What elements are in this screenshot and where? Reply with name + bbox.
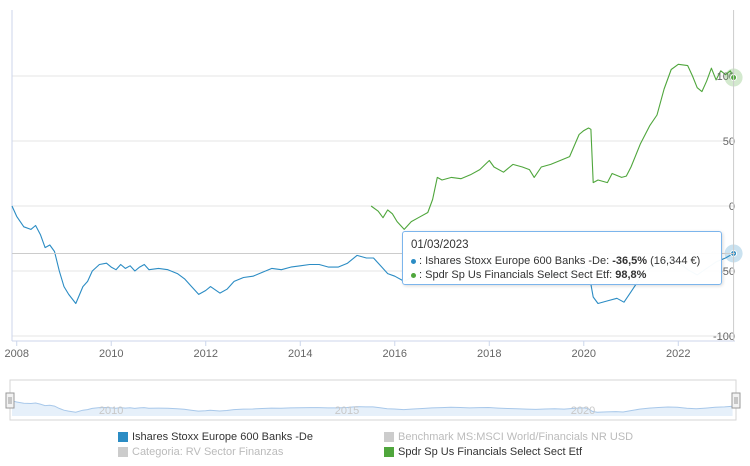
legend-label: Benchmark MS:MSCI World/Financials NR US…	[398, 431, 634, 443]
navigator-tick-label: 2010	[99, 405, 123, 417]
y-tick-label: -100	[713, 331, 735, 343]
tooltip-series-value: -36,5%	[612, 255, 648, 267]
x-axis: 2008 2010 2012 2014 2016 2018 2020 2022	[4, 341, 691, 360]
series-line-spdr	[370, 63, 735, 230]
navigator-area	[12, 400, 733, 416]
hover-markers	[12, 10, 743, 341]
x-tick-label: 2014	[288, 348, 312, 360]
navigator[interactable]: 2010 2015 2020	[5, 379, 741, 421]
tooltip-row-ishares: : Ishares Stoxx Europe 600 Banks -De: -3…	[411, 254, 713, 268]
y-tick-label: 50	[723, 136, 735, 148]
tooltip-date: 01/03/2023	[411, 239, 469, 251]
x-tick-label: 2022	[666, 348, 690, 360]
legend-swatch	[118, 447, 128, 457]
tooltip-series-name: : Spdr Sp Us Financials Select Sect Etf:	[419, 269, 616, 281]
legend-label: Spdr Sp Us Financials Select Sect Etf	[398, 446, 583, 458]
y-tick-label: 0	[729, 201, 735, 213]
series-line-ishares	[11, 205, 734, 305]
series-dot-icon	[411, 258, 416, 264]
x-tick-label: 2018	[477, 348, 501, 360]
x-tick-label: 2008	[4, 348, 28, 360]
legend-label: Categoria: RV Sector Finanzas	[132, 446, 284, 458]
y-tick-label: 100	[717, 71, 735, 83]
navigator-left-handle[interactable]	[5, 392, 15, 409]
navigator-line	[11, 400, 733, 413]
y-axis: 100 50 0 -50 -100	[713, 71, 735, 343]
navigator-tick-label: 2015	[335, 405, 359, 417]
legend-label: Ishares Stoxx Europe 600 Banks -De	[132, 431, 313, 443]
navigator-tick-label: 2020	[571, 405, 595, 417]
navigator-axis: 2010 2015 2020	[99, 405, 595, 417]
tooltip-series-value: 98,8%	[615, 269, 647, 281]
tooltip: 01/03/2023 : Ishares Stoxx Europe 600 Ba…	[402, 231, 722, 285]
navigator-series	[11, 400, 733, 416]
legend-swatch	[118, 432, 128, 442]
tooltip-row-spdr: : Spdr Sp Us Financials Select Sect Etf:…	[411, 268, 713, 282]
y-tick-label: -50	[719, 266, 735, 278]
navigator-right-handle[interactable]	[731, 392, 741, 409]
x-tick-label: 2012	[194, 348, 218, 360]
tooltip-series-name: : Ishares Stoxx Europe 600 Banks -De:	[419, 255, 613, 267]
legend: Ishares Stoxx Europe 600 Banks -De Bench…	[118, 430, 678, 462]
x-tick-label: 2020	[572, 348, 596, 360]
series-dot-icon	[411, 272, 416, 278]
grid-lines	[11, 10, 735, 342]
legend-swatch	[384, 447, 394, 457]
series-lines	[11, 63, 735, 305]
legend-swatch	[384, 432, 394, 442]
x-tick-label: 2010	[99, 348, 123, 360]
tooltip-series-extra: (16,344 €)	[647, 255, 701, 267]
x-tick-label: 2016	[383, 348, 407, 360]
